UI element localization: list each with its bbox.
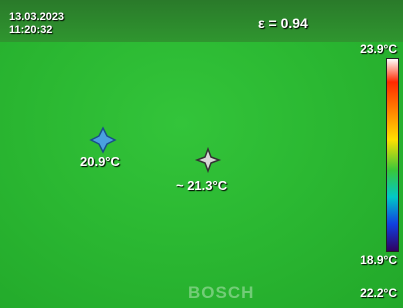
spot-label: ~ 21.3°C	[176, 178, 227, 193]
spot-marker	[197, 149, 219, 171]
brand-watermark: BOSCH	[188, 283, 254, 303]
cold-spot-label: 20.9°C	[80, 154, 120, 169]
cold-spot-marker	[91, 128, 115, 152]
marker-icons	[0, 0, 403, 308]
thermal-screen: 13.03.2023 11:20:32 ε = 0.94 23.9°C 18.9…	[0, 0, 403, 308]
